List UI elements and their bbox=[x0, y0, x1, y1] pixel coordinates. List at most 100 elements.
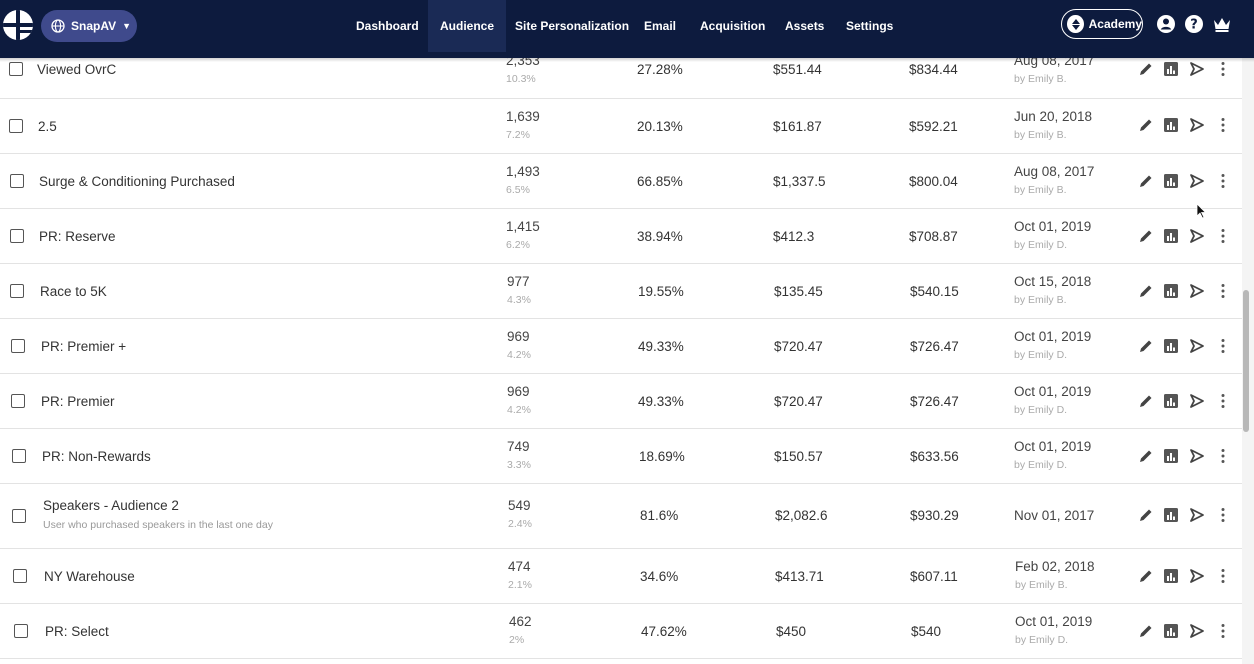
academy-button[interactable]: Academy bbox=[1061, 9, 1143, 39]
row-checkbox[interactable] bbox=[11, 339, 25, 353]
nav-audience[interactable]: Audience bbox=[428, 0, 507, 52]
report-icon[interactable] bbox=[1163, 228, 1179, 244]
created-date: Oct 01, 2019 bbox=[1014, 439, 1092, 454]
send-icon[interactable] bbox=[1189, 173, 1205, 189]
more-icon[interactable] bbox=[1215, 61, 1231, 77]
edit-icon[interactable] bbox=[1138, 623, 1154, 639]
more-icon[interactable] bbox=[1215, 228, 1231, 244]
audience-rate: 27.28% bbox=[637, 62, 683, 77]
logo-icon[interactable] bbox=[3, 10, 33, 40]
more-icon[interactable] bbox=[1215, 623, 1231, 639]
table-row[interactable]: Viewed OvrC 2,353 10.3% 27.28% $551.44 $… bbox=[0, 40, 1242, 99]
row-checkbox[interactable] bbox=[12, 509, 26, 523]
table-row[interactable]: Race to 5K 977 4.3% 19.55% $135.45 $540.… bbox=[0, 264, 1242, 319]
send-icon[interactable] bbox=[1189, 568, 1205, 584]
audience-name[interactable]: PR: Premier bbox=[41, 394, 115, 409]
row-checkbox[interactable] bbox=[10, 229, 24, 243]
report-icon[interactable] bbox=[1163, 507, 1179, 523]
edit-icon[interactable] bbox=[1138, 283, 1154, 299]
report-icon[interactable] bbox=[1163, 448, 1179, 464]
nav-settings[interactable]: Settings bbox=[846, 19, 894, 33]
user-icon[interactable] bbox=[1156, 14, 1176, 34]
scrollbar-thumb[interactable] bbox=[1243, 290, 1249, 432]
edit-icon[interactable] bbox=[1138, 448, 1154, 464]
row-checkbox[interactable] bbox=[14, 624, 28, 638]
send-icon[interactable] bbox=[1189, 228, 1205, 244]
nav-assets[interactable]: Assets bbox=[785, 19, 825, 33]
report-icon[interactable] bbox=[1163, 338, 1179, 354]
row-checkbox[interactable] bbox=[9, 62, 23, 76]
audience-name[interactable]: Race to 5K bbox=[40, 284, 107, 299]
audience-name[interactable]: 2.5 bbox=[38, 119, 57, 134]
report-icon[interactable] bbox=[1163, 568, 1179, 584]
row-checkbox[interactable] bbox=[10, 174, 24, 188]
table-row[interactable]: Surge & Conditioning Purchased 1,493 6.5… bbox=[0, 154, 1242, 209]
send-icon[interactable] bbox=[1189, 393, 1205, 409]
table-row[interactable]: Speakers - Audience 2 User who purchased… bbox=[0, 484, 1242, 549]
created-by: by Emily B. bbox=[1014, 129, 1067, 141]
edit-icon[interactable] bbox=[1138, 393, 1154, 409]
send-icon[interactable] bbox=[1189, 338, 1205, 354]
edit-icon[interactable] bbox=[1138, 61, 1154, 77]
audience-value-2: $633.56 bbox=[910, 449, 959, 464]
more-icon[interactable] bbox=[1215, 283, 1231, 299]
send-icon[interactable] bbox=[1189, 623, 1205, 639]
table-row[interactable]: PR: Non-Rewards 749 3.3% 18.69% $150.57 … bbox=[0, 429, 1242, 484]
edit-icon[interactable] bbox=[1138, 507, 1154, 523]
send-icon[interactable] bbox=[1189, 507, 1205, 523]
audience-share: 2.4% bbox=[508, 518, 532, 530]
audience-name[interactable]: PR: Premier + bbox=[41, 339, 127, 354]
row-checkbox[interactable] bbox=[10, 284, 24, 298]
more-icon[interactable] bbox=[1215, 173, 1231, 189]
report-icon[interactable] bbox=[1163, 283, 1179, 299]
nav-acquisition[interactable]: Acquisition bbox=[700, 19, 766, 33]
edit-icon[interactable] bbox=[1138, 338, 1154, 354]
help-icon[interactable]: ? bbox=[1184, 14, 1204, 34]
edit-icon[interactable] bbox=[1138, 173, 1154, 189]
send-icon[interactable] bbox=[1189, 117, 1205, 133]
audience-value-2: $607.11 bbox=[910, 569, 958, 584]
account-switcher[interactable]: SnapAV ▼ bbox=[41, 10, 137, 42]
table-row[interactable]: NY Warehouse 474 2.1% 34.6% $413.71 $607… bbox=[0, 549, 1242, 604]
nav-dashboard[interactable]: Dashboard bbox=[356, 19, 419, 33]
row-checkbox[interactable] bbox=[9, 119, 23, 133]
audience-name[interactable]: PR: Select bbox=[45, 624, 109, 639]
audience-name[interactable]: PR: Non-Rewards bbox=[42, 449, 151, 464]
nav-email[interactable]: Email bbox=[644, 19, 677, 33]
more-icon[interactable] bbox=[1215, 338, 1231, 354]
audience-name[interactable]: Surge & Conditioning Purchased bbox=[39, 174, 235, 189]
nav-site-personalization[interactable]: Site Personalization bbox=[515, 19, 630, 33]
created-by: by Emily B. bbox=[1014, 294, 1067, 306]
audience-count: 749 bbox=[507, 439, 530, 454]
table-row[interactable]: PR: Premier + 969 4.2% 49.33% $720.47 $7… bbox=[0, 319, 1242, 374]
report-icon[interactable] bbox=[1163, 117, 1179, 133]
send-icon[interactable] bbox=[1189, 61, 1205, 77]
send-icon[interactable] bbox=[1189, 448, 1205, 464]
more-icon[interactable] bbox=[1215, 393, 1231, 409]
table-row[interactable]: PR: Premier 969 4.2% 49.33% $720.47 $726… bbox=[0, 374, 1242, 429]
audience-name[interactable]: Viewed OvrC bbox=[37, 62, 117, 77]
report-icon[interactable] bbox=[1163, 623, 1179, 639]
more-icon[interactable] bbox=[1215, 568, 1231, 584]
edit-icon[interactable] bbox=[1138, 117, 1154, 133]
row-checkbox[interactable] bbox=[13, 569, 27, 583]
audience-name[interactable]: NY Warehouse bbox=[44, 569, 135, 584]
report-icon[interactable] bbox=[1163, 393, 1179, 409]
table-row[interactable]: PR: Reserve 1,415 6.2% 38.94% $412.3 $70… bbox=[0, 209, 1242, 264]
send-icon[interactable] bbox=[1189, 283, 1205, 299]
audience-name[interactable]: Speakers - Audience 2 bbox=[43, 498, 179, 513]
crown-icon[interactable] bbox=[1212, 14, 1232, 34]
report-icon[interactable] bbox=[1163, 173, 1179, 189]
table-row[interactable]: 2.5 1,639 7.2% 20.13% $161.87 $592.21 Ju… bbox=[0, 98, 1242, 154]
more-icon[interactable] bbox=[1215, 448, 1231, 464]
edit-icon[interactable] bbox=[1138, 228, 1154, 244]
report-icon[interactable] bbox=[1163, 61, 1179, 77]
more-icon[interactable] bbox=[1215, 507, 1231, 523]
more-icon[interactable] bbox=[1215, 117, 1231, 133]
audience-name[interactable]: PR: Reserve bbox=[39, 229, 116, 244]
row-checkbox[interactable] bbox=[11, 394, 25, 408]
audience-count: 969 bbox=[507, 329, 530, 344]
table-row[interactable]: PR: Select 462 2% 47.62% $450 $540 Oct 0… bbox=[0, 604, 1242, 659]
row-checkbox[interactable] bbox=[12, 449, 26, 463]
edit-icon[interactable] bbox=[1138, 568, 1154, 584]
